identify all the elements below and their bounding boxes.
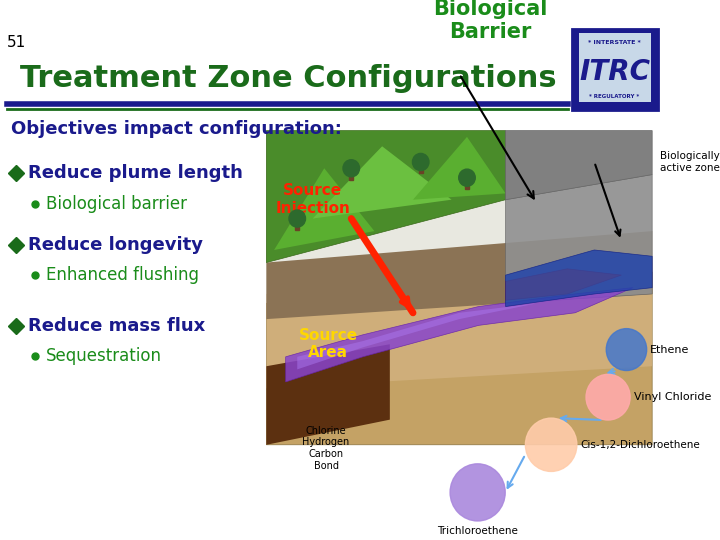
Text: Source
Injection: Source Injection xyxy=(275,184,350,216)
Text: Trichloroethene: Trichloroethene xyxy=(437,526,518,536)
Text: ITRC: ITRC xyxy=(579,58,650,85)
Text: Treatment Zone Configurations: Treatment Zone Configurations xyxy=(20,64,557,93)
Bar xyxy=(465,178,469,189)
Text: Cis-1,2-Dichloroethene: Cis-1,2-Dichloroethene xyxy=(580,440,701,450)
FancyBboxPatch shape xyxy=(266,131,652,445)
Bar xyxy=(349,168,353,180)
Text: TECHNOLOGY: TECHNOLOGY xyxy=(652,53,657,90)
Text: COUNCIL: COUNCIL xyxy=(572,59,577,84)
Polygon shape xyxy=(312,146,451,219)
Polygon shape xyxy=(266,272,652,445)
Text: Source
Area: Source Area xyxy=(299,328,358,360)
Text: Reduce longevity: Reduce longevity xyxy=(27,236,202,254)
Circle shape xyxy=(289,210,305,227)
Text: * INTERSTATE *: * INTERSTATE * xyxy=(588,40,641,45)
Circle shape xyxy=(526,418,577,471)
Text: Reduce mass flux: Reduce mass flux xyxy=(27,317,204,335)
Circle shape xyxy=(606,329,647,370)
Circle shape xyxy=(413,153,429,171)
Polygon shape xyxy=(274,168,374,250)
Bar xyxy=(295,219,299,230)
Circle shape xyxy=(450,464,505,521)
Circle shape xyxy=(343,160,359,177)
Circle shape xyxy=(586,374,630,420)
Text: Chlorine
Hydrogen
Carbon
Bond: Chlorine Hydrogen Carbon Bond xyxy=(302,426,350,470)
Text: Biological barrier: Biological barrier xyxy=(46,195,187,213)
Text: Sequestration: Sequestration xyxy=(46,347,162,365)
FancyBboxPatch shape xyxy=(579,33,652,102)
Text: 51: 51 xyxy=(7,35,27,50)
Polygon shape xyxy=(266,231,652,319)
Polygon shape xyxy=(505,174,652,303)
Bar xyxy=(419,162,423,173)
Text: Biological
Barrier: Biological Barrier xyxy=(433,0,547,42)
Text: Enhanced flushing: Enhanced flushing xyxy=(46,266,199,284)
Polygon shape xyxy=(413,137,505,200)
Polygon shape xyxy=(505,131,652,200)
Polygon shape xyxy=(266,262,652,388)
Polygon shape xyxy=(505,269,621,300)
Text: Objectives impact configuration:: Objectives impact configuration: xyxy=(11,120,342,138)
Polygon shape xyxy=(266,344,390,445)
Text: Biologically
active zone: Biologically active zone xyxy=(660,151,720,173)
Text: Reduce plume length: Reduce plume length xyxy=(27,164,243,183)
Polygon shape xyxy=(266,131,505,262)
Text: Vinyl Chloride: Vinyl Chloride xyxy=(634,392,711,402)
Polygon shape xyxy=(286,288,633,382)
Text: Ethene: Ethene xyxy=(650,345,690,355)
Circle shape xyxy=(459,169,475,186)
Polygon shape xyxy=(505,250,652,307)
Text: * REGULATORY *: * REGULATORY * xyxy=(590,94,639,99)
Polygon shape xyxy=(297,303,536,369)
FancyBboxPatch shape xyxy=(572,29,657,110)
